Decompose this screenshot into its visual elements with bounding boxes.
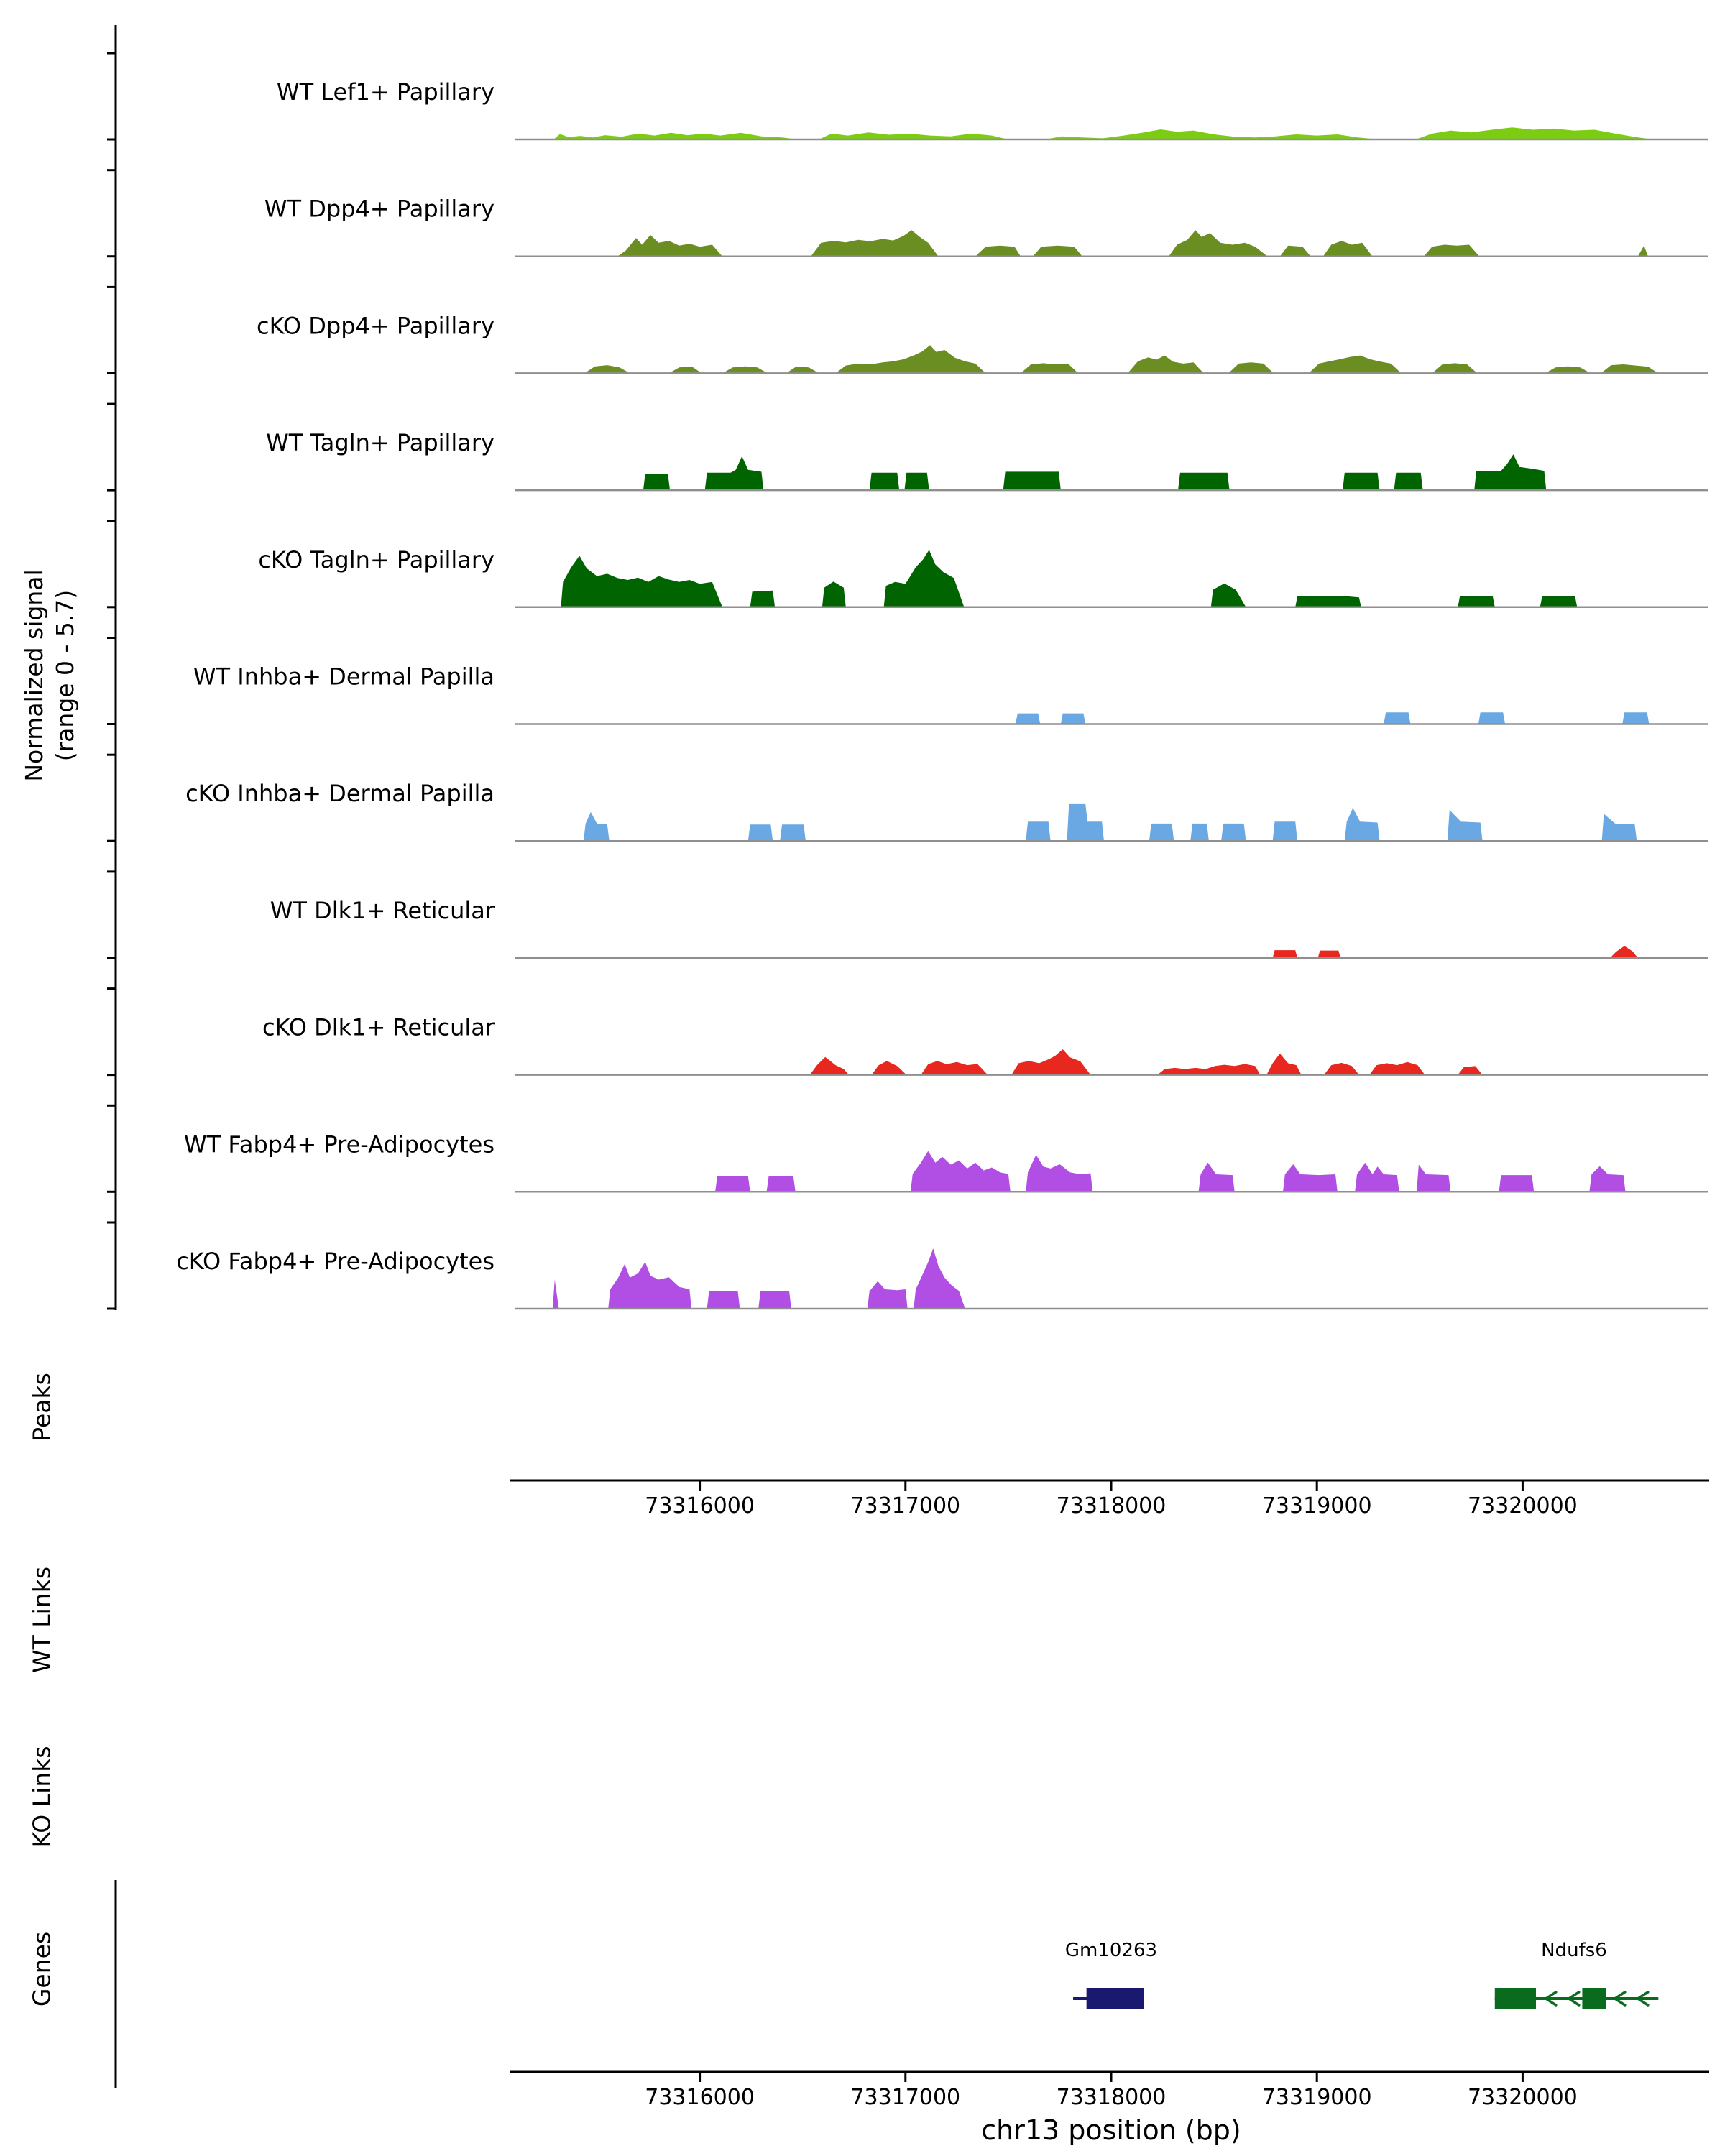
track-label-cko-dlk1-reticular: cKO Dlk1+ Reticular — [262, 1014, 495, 1041]
peaks-x-axis-tick-label-73317000: 73317000 — [850, 1493, 960, 1519]
track-label-wt-fabp4-pre-adipocytes: WT Fabp4+ Pre-Adipocytes — [184, 1130, 494, 1158]
y-axis-label-line2: (range 0 - 5.7) — [51, 589, 79, 762]
gene-strand-arrow-icon — [1566, 1991, 1581, 2007]
section-label-genes: Genes — [27, 1931, 56, 2007]
gene-label-ndufs6: Ndufs6 — [1541, 1940, 1607, 1961]
track-label-wt-tagln-papillary: WT Tagln+ Papillary — [266, 429, 494, 456]
gene-exon-gm10263-0 — [1086, 1988, 1144, 2009]
peaks-x-axis-tick-label-73319000: 73319000 — [1262, 1493, 1372, 1519]
track-signal-cko-inhba-dermal-papilla — [583, 803, 1637, 842]
track-label-cko-inhba-dermal-papilla: cKO Inhba+ Dermal Papilla — [185, 780, 494, 807]
track-label-cko-tagln-papillary: cKO Tagln+ Papillary — [258, 546, 494, 573]
peaks-x-axis-tick-label-73316000: 73316000 — [645, 1493, 755, 1519]
track-signal-wt-tagln-papillary — [643, 454, 1547, 491]
y-axis-label-line1: Normalized signal — [20, 569, 49, 782]
genome-x-axis-tick-label-73316000: 73316000 — [645, 2085, 755, 2110]
track-label-wt-inhba-dermal-papilla: WT Inhba+ Dermal Papilla — [193, 663, 494, 691]
track-signal-wt-dlk1-reticular — [1272, 946, 1638, 958]
gene-strand-arrow-icon — [1612, 1991, 1627, 2007]
gene-strand-arrow-icon — [1635, 1991, 1650, 2007]
x-axis-label: chr13 position (bp) — [981, 2114, 1241, 2146]
track-signal-cko-fabp4-pre-adipocytes — [552, 1248, 965, 1309]
track-label-cko-fabp4-pre-adipocytes: cKO Fabp4+ Pre-Adipocytes — [176, 1248, 494, 1275]
y-axis-label: Normalized signal (range 0 - 5.7) — [19, 569, 81, 781]
gene-exon-ndufs6-1 — [1582, 1988, 1606, 2009]
track-signal-cko-dlk1-reticular — [809, 1049, 1483, 1075]
genome-x-axis-tick-label-73317000: 73317000 — [850, 2085, 960, 2110]
gene-exon-ndufs6-0 — [1494, 1988, 1537, 2009]
track-signal-cko-dpp4-papillary — [584, 345, 1659, 374]
gene-label-gm10263: Gm10263 — [1065, 1940, 1157, 1961]
genome-x-axis-tick-label-73319000: 73319000 — [1262, 2085, 1372, 2110]
track-signal-wt-inhba-dermal-papilla — [1015, 712, 1650, 724]
track-signal-cko-tagln-papillary — [561, 550, 1578, 607]
track-label-wt-dlk1-reticular: WT Dlk1+ Reticular — [270, 897, 495, 924]
peaks-x-axis-tick-label-73320000: 73320000 — [1468, 1493, 1578, 1519]
peaks-x-axis-tick-label-73318000: 73318000 — [1057, 1493, 1167, 1519]
section-label-wt-links: WT Links — [27, 1566, 56, 1674]
section-label-ko-links: KO Links — [27, 1746, 56, 1848]
genome-x-axis-tick-label-73318000: 73318000 — [1057, 2085, 1167, 2110]
track-label-wt-dpp4-papillary: WT Dpp4+ Papillary — [264, 195, 494, 223]
track-label-wt-lef1-papillary: WT Lef1+ Papillary — [277, 78, 494, 106]
gene-strand-arrow-icon — [1543, 1991, 1558, 2007]
track-signal-wt-lef1-papillary — [553, 127, 1655, 139]
genome-x-axis-tick-label-73320000: 73320000 — [1468, 2085, 1578, 2110]
track-signal-wt-fabp4-pre-adipocytes — [715, 1151, 1626, 1192]
track-signal-wt-dpp4-papillary — [617, 230, 1648, 257]
section-label-peaks: Peaks — [27, 1373, 56, 1442]
track-label-cko-dpp4-papillary: cKO Dpp4+ Papillary — [257, 312, 494, 339]
